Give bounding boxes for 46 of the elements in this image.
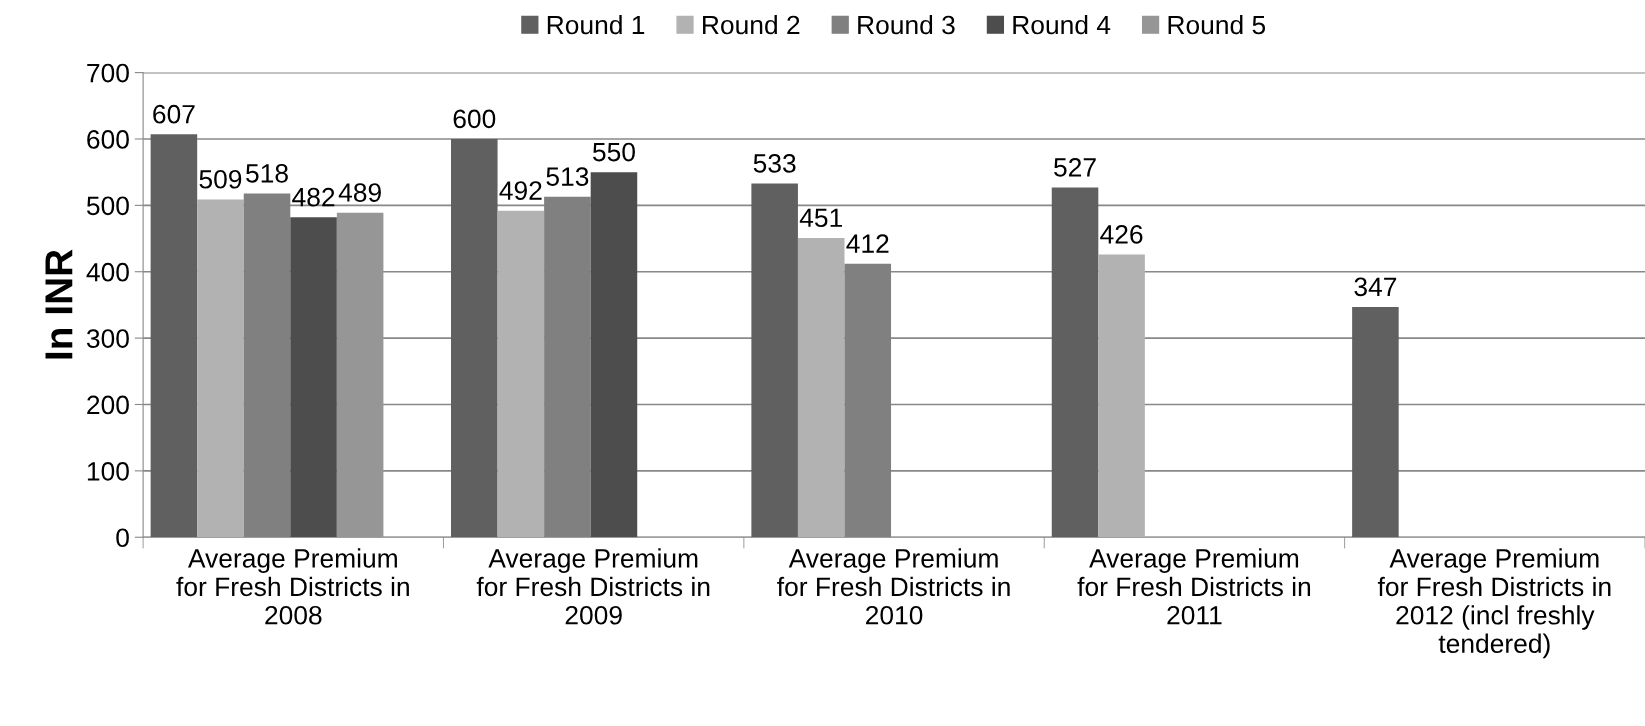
data-label: 550 <box>593 142 635 162</box>
bar <box>150 134 198 538</box>
bar <box>197 199 244 538</box>
y-tick-label: 100 <box>87 462 129 481</box>
x-tick-label: Average Premium for Fresh Districts in 2009 <box>476 548 710 625</box>
bar <box>797 237 845 538</box>
x-tick-label: Average Premium for Fresh Districts in 2008 <box>176 548 409 625</box>
bar <box>290 217 337 538</box>
data-label: 600 <box>453 109 496 129</box>
y-tick-label: 400 <box>86 262 129 282</box>
bar <box>590 172 638 538</box>
data-label: 347 <box>1354 277 1397 297</box>
data-label: 412 <box>846 234 889 253</box>
data-label: 509 <box>199 169 242 189</box>
data-label: 492 <box>499 181 542 200</box>
bar <box>751 183 798 538</box>
bar <box>497 210 545 538</box>
data-label: 489 <box>338 183 381 202</box>
legend-label: Round 4 <box>1013 14 1111 35</box>
bar <box>451 138 498 538</box>
bar <box>1051 187 1099 538</box>
bar <box>1098 254 1145 538</box>
bar <box>336 212 384 538</box>
y-tick-label: 700 <box>87 63 129 83</box>
data-label: 533 <box>753 153 796 173</box>
legend-label: Round 1 <box>547 14 645 35</box>
legend-label: Round 3 <box>858 14 955 35</box>
data-label: 513 <box>546 167 589 186</box>
x-tick-label: Average Premium for Fresh Districts in 2011 <box>1077 548 1311 625</box>
legend-label: Round 2 <box>703 14 800 35</box>
x-tick-label: Average Premium for Fresh Districts in 2010 <box>777 548 1010 625</box>
data-label: 527 <box>1054 157 1096 177</box>
y-tick-label: 500 <box>86 196 129 216</box>
x-tick-label: Average Premium for Fresh Districts in 2012 (incl freshly tendered) <box>1377 548 1611 659</box>
bar <box>1352 306 1399 538</box>
data-label: 607 <box>153 104 195 124</box>
data-label: 451 <box>799 208 842 228</box>
y-tick-label: 200 <box>87 395 129 415</box>
data-label: 426 <box>1100 225 1143 244</box>
legend-label: Round 5 <box>1168 14 1266 35</box>
data-label: 482 <box>292 187 335 207</box>
y-tick-label: 300 <box>86 329 129 348</box>
y-axis-title: In INR <box>45 249 73 359</box>
y-tick-label: 600 <box>87 130 129 149</box>
data-label: 518 <box>246 163 288 183</box>
y-tick-label: 0 <box>116 528 129 548</box>
